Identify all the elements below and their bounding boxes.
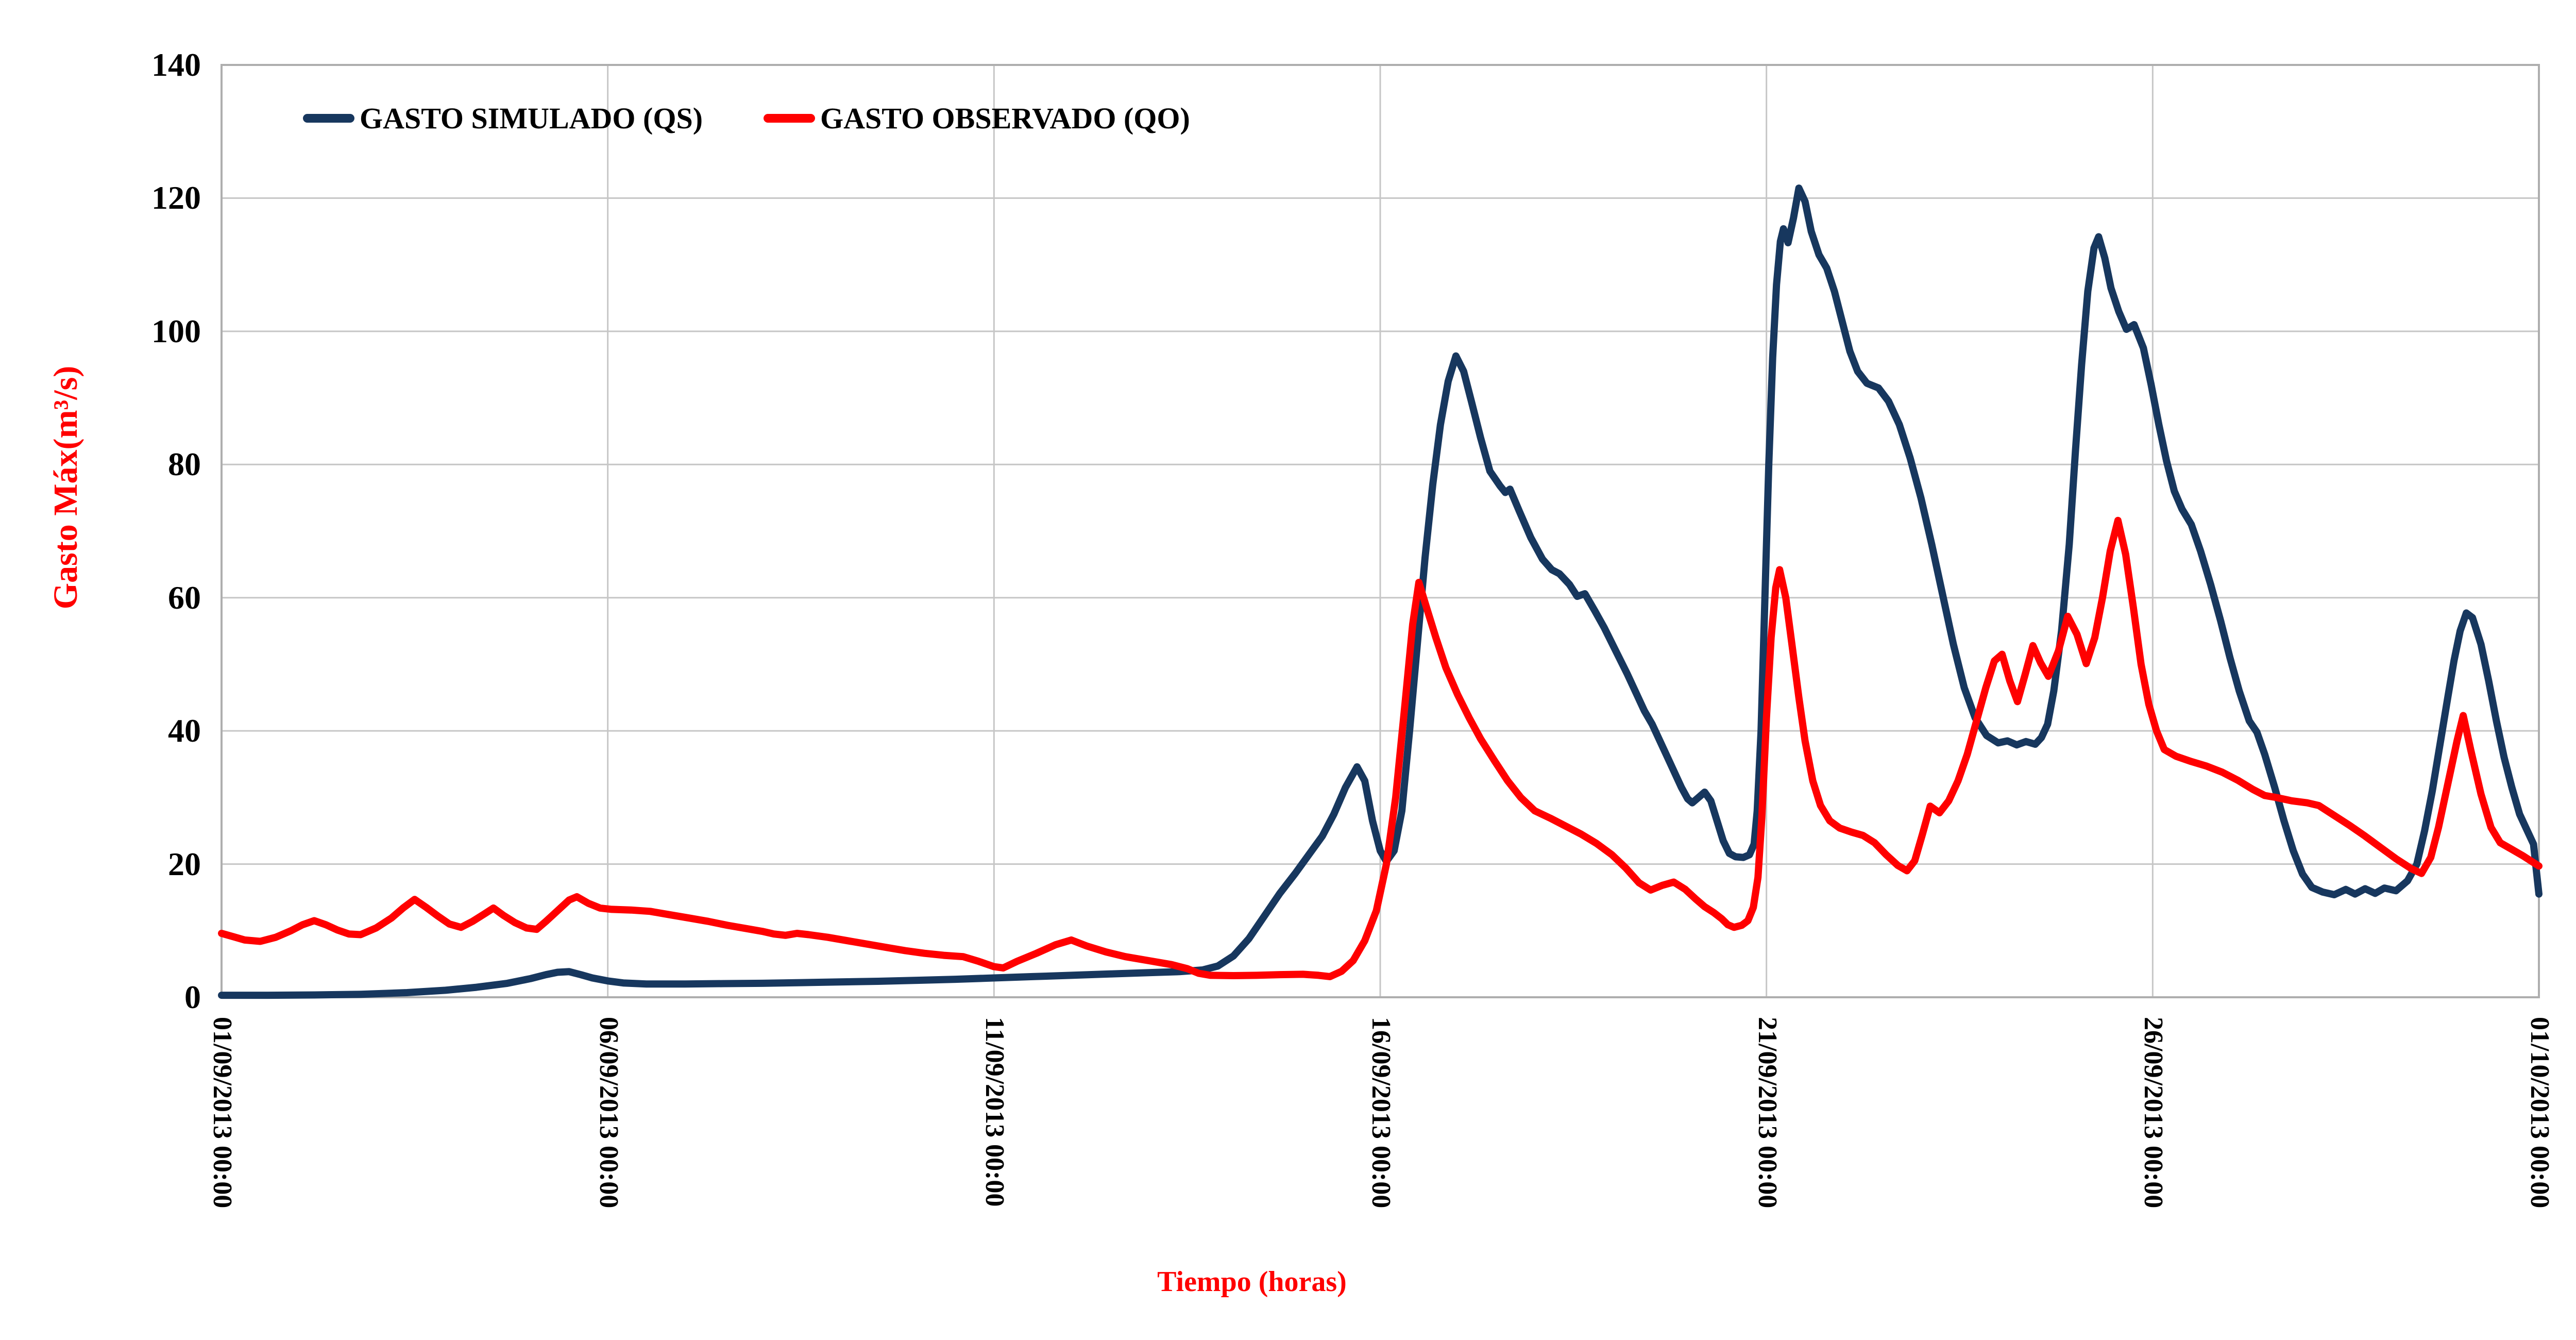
legend: GASTO SIMULADO (QS) GASTO OBSERVADO (QO) [303,101,1190,136]
y-tick-label-100: 100 [151,312,201,349]
series-line-observado [218,516,2543,980]
legend-label-observado: GASTO OBSERVADO (QO) [820,102,1190,135]
legend-item-observado: GASTO OBSERVADO (QO) [764,101,1190,136]
y-tick-label-40: 40 [168,712,201,749]
y-tick-label-20: 20 [168,845,201,882]
simulado-line-swatch [303,114,354,123]
y-tick-label-120: 120 [151,179,201,216]
x-tick-label-2: 11/09/2013 00:00 [980,1017,1010,1207]
x-tick-label-0: 01/09/2013 00:00 [208,1017,237,1209]
legend-label-simulado: GASTO SIMULADO (QS) [360,102,703,135]
legend-item-simulado: GASTO SIMULADO (QS) [303,101,703,136]
x-tick-label-4: 21/09/2013 00:00 [1752,1017,1782,1209]
y-axis-title: Gasto Máx(m³/s) [47,365,84,610]
x-axis-title: Tiempo (horas) [1157,1266,1347,1298]
y-tick-label-80: 80 [168,446,201,483]
y-tick-label-0: 0 [184,979,201,1015]
observado-line-swatch [764,114,816,123]
x-tick-label-1: 06/09/2013 00:00 [594,1017,623,1209]
y-tick-label-140: 140 [151,46,201,83]
data-series [218,185,2543,999]
plot-border [221,64,2540,998]
x-tick-label-6: 01/10/2013 00:00 [2525,1017,2554,1209]
series-line-simulado [218,185,2543,999]
x-tick-label-5: 26/09/2013 00:00 [2139,1017,2168,1209]
y-tick-label-60: 60 [168,579,201,616]
x-tick-label-3: 16/09/2013 00:00 [1366,1017,1396,1209]
